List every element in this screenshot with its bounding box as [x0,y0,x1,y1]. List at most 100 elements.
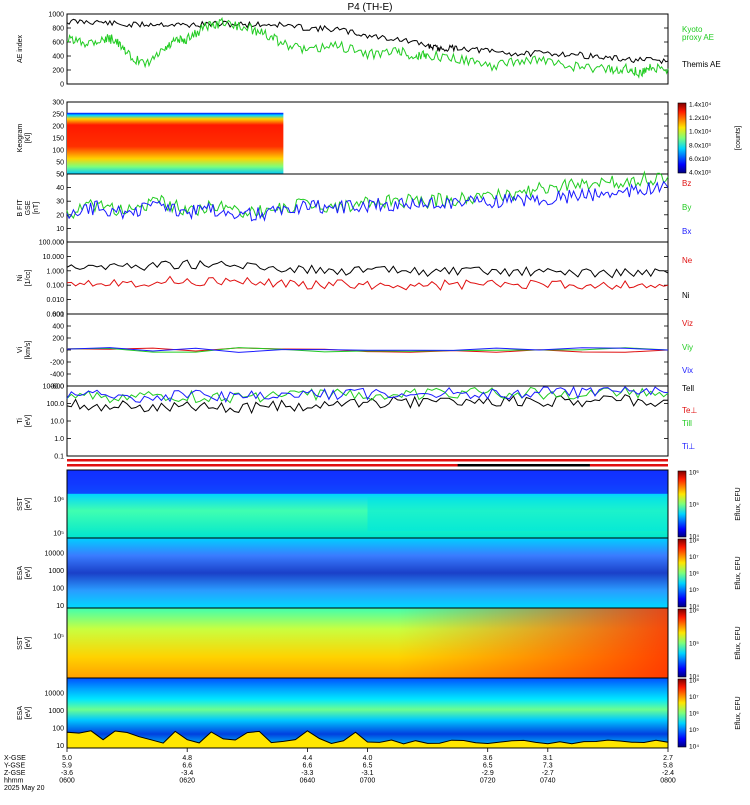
y-axis-label: ESA [17,706,24,720]
x-tick-label: 6.6 [303,763,313,770]
y-tick-label: 0 [60,240,64,247]
colorbar-label: Eflux, EFU [735,626,742,659]
colorbar-tick-label: 10⁸ [689,538,699,545]
y-tick-label: -200 [50,360,64,367]
x-tick-label: 3.1 [543,755,553,762]
status-bar-red [67,459,668,462]
x-tick-label: 0800 [660,778,676,785]
y-tick-label: 300 [52,100,64,107]
legend-label: Bx [682,227,691,236]
y-axis-label: [eV] [25,707,32,720]
density-series-ne [66,275,669,291]
y-axis-label: [eV] [25,567,32,580]
legend-label: Bz [682,179,691,188]
colorbar-tick-label: 10⁶ [689,711,699,718]
y-tick-label: 10000 [45,690,65,697]
y-tick-label: -600 [50,384,64,391]
y-tick-label: 150 [52,136,64,143]
bfield-series-by [66,170,669,220]
colorbar-tick-label: 10⁷ [689,694,699,701]
x-tick-label: 2.7 [663,755,673,762]
x-tick-label: 5.0 [62,755,72,762]
y-tick-label: 50 [56,160,64,167]
sst-ions-region [367,497,668,532]
y-axis-label: GSE [25,200,32,215]
legend-label: Viz [682,319,693,328]
y-tick-label: 100 [52,585,64,592]
colorbar-tick-label: 8.0x10³ [689,142,712,149]
y-axis-label: [1/cc] [25,270,32,287]
x-tick-label: -3.3 [301,770,313,777]
y-tick-label: 50 [56,172,64,179]
esa-electrons-low-energy [66,730,669,749]
y-tick-label: 0 [60,172,64,179]
colorbar [677,470,687,538]
colorbar-tick-label: 10⁴ [689,534,699,541]
x-axis-row-label: X-GSE [4,755,26,762]
legend-label: proxy AE [682,33,714,42]
colorbar-label: Eflux, EFU [735,556,742,589]
x-tick-label: 4.8 [182,755,192,762]
colorbar-tick-label: 10⁵ [689,502,699,509]
x-tick-label: 6.5 [363,763,373,770]
y-tick-label: 0.010 [46,297,64,304]
legend-label: Tell [682,384,694,393]
y-axis-label: Ni [17,274,24,281]
colorbar-tick-label: 1.0x10⁴ [689,129,712,136]
legend-label: Till [682,419,692,428]
colorbar-tick-label: 1.4x10⁴ [689,102,712,109]
x-tick-label: -3.4 [181,770,193,777]
legend-label: Vix [682,366,693,375]
y-tick-label: 10⁵ [53,530,64,537]
y-tick-label: 10 [56,743,64,750]
y-tick-label: 0.1 [54,454,64,461]
y-tick-label: 1000 [48,568,64,575]
y-tick-label: 400 [52,54,64,61]
y-tick-label: 1000 [48,708,64,715]
y-tick-label: 200 [52,336,64,343]
colorbar-tick-label: 6.0x10³ [689,156,712,163]
x-tick-label: 0700 [360,778,376,785]
y-axis-label: B FIT [17,199,24,217]
x-tick-label: -2.4 [662,770,674,777]
colorbar-tick-label: 10⁸ [689,678,699,685]
colorbar-tick-label: 4.0x10³ [689,170,712,177]
x-tick-label: -2.7 [542,770,554,777]
y-tick-label: 1000 [48,12,64,19]
colorbar-tick-label: 10⁷ [689,554,699,561]
y-axis-label: ESA [17,566,24,580]
y-tick-label: 800 [52,26,64,33]
y-axis-label: Vi [17,347,24,354]
x-tick-label: 0640 [300,778,316,785]
y-tick-label: 30 [56,199,64,206]
plot-title: P4 (TH-E) [348,2,393,13]
x-tick-label: -3.1 [361,770,373,777]
colorbar-tick-label: 10⁶ [689,608,699,615]
colorbar-label: [counts] [735,126,742,151]
y-tick-label: 0 [60,348,64,355]
x-tick-label: 0620 [179,778,195,785]
y-tick-label: 600 [52,312,64,319]
temperature-series-2 [66,386,669,404]
y-tick-label: -400 [50,372,64,379]
x-axis-row-label: Z-GSE [4,770,26,777]
y-axis-label: Keogram [17,124,24,153]
legend-label: Ti⊥ [682,442,695,451]
legend-label: Ni [682,291,690,300]
y-tick-label: 250 [52,112,64,119]
y-tick-label: 100.000 [39,240,64,247]
y-tick-label: 200 [52,124,64,131]
y-tick-label: 100 [52,725,64,732]
y-tick-label: 10 [56,226,64,233]
x-tick-label: 3.6 [483,755,493,762]
temperature-series-3 [66,385,669,404]
y-axis-label: [km/s] [25,341,32,360]
x-tick-label: 7.3 [543,763,553,770]
y-axis-label: [eV] [25,415,32,428]
status-bar-black [457,464,590,467]
legend-label: By [682,203,691,212]
y-axis-label: [eV] [25,498,32,511]
colorbar [677,678,687,748]
velocity-series-viz [66,347,669,353]
legend-label: Themis AE [682,60,721,69]
